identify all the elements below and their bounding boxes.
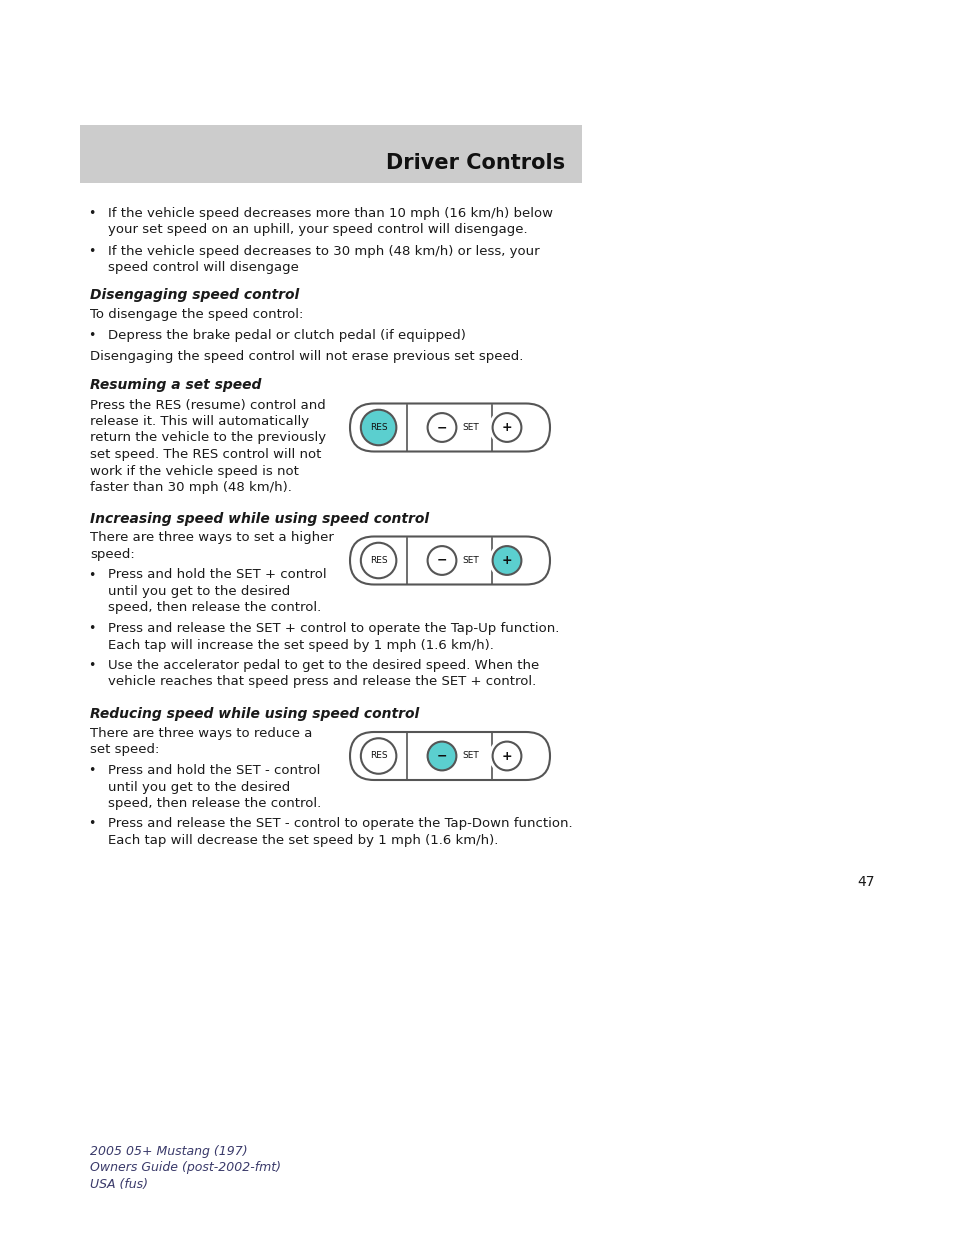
Text: until you get to the desired: until you get to the desired: [108, 585, 290, 598]
Text: faster than 30 mph (48 km/h).: faster than 30 mph (48 km/h).: [90, 480, 292, 494]
Text: RES: RES: [370, 556, 387, 564]
Text: SET: SET: [462, 752, 478, 761]
Circle shape: [423, 409, 460, 446]
Text: Each tap will decrease the set speed by 1 mph (1.6 km/h).: Each tap will decrease the set speed by …: [108, 834, 497, 847]
Text: SET: SET: [462, 424, 478, 432]
Text: Press and release the SET - control to operate the Tap-Down function.: Press and release the SET - control to o…: [108, 818, 572, 830]
FancyBboxPatch shape: [350, 404, 550, 452]
Text: −: −: [436, 555, 447, 567]
Text: Depress the brake pedal or clutch pedal (if equipped): Depress the brake pedal or clutch pedal …: [108, 329, 465, 342]
Text: •: •: [88, 764, 95, 777]
Text: Press and hold the SET - control: Press and hold the SET - control: [108, 764, 320, 777]
Text: •: •: [88, 818, 95, 830]
Text: Each tap will increase the set speed by 1 mph (1.6 km/h).: Each tap will increase the set speed by …: [108, 638, 494, 652]
Text: speed:: speed:: [90, 548, 134, 561]
Text: Resuming a set speed: Resuming a set speed: [90, 378, 261, 393]
Circle shape: [492, 741, 521, 771]
Text: release it. This will automatically: release it. This will automatically: [90, 415, 309, 429]
Text: Owners Guide (post-2002-fmt): Owners Guide (post-2002-fmt): [90, 1161, 281, 1174]
Circle shape: [423, 737, 460, 774]
Text: speed, then release the control.: speed, then release the control.: [108, 601, 321, 615]
Text: +: +: [501, 555, 512, 567]
Text: return the vehicle to the previously: return the vehicle to the previously: [90, 431, 326, 445]
Text: •: •: [88, 245, 95, 258]
Circle shape: [488, 409, 525, 446]
Text: RES: RES: [370, 424, 387, 432]
FancyBboxPatch shape: [80, 125, 581, 183]
Circle shape: [423, 542, 460, 579]
Circle shape: [360, 542, 395, 578]
Text: •: •: [88, 622, 95, 635]
Text: set speed. The RES control will not: set speed. The RES control will not: [90, 448, 321, 461]
Text: Use the accelerator pedal to get to the desired speed. When the: Use the accelerator pedal to get to the …: [108, 659, 538, 672]
Text: 47: 47: [857, 876, 874, 889]
Text: •: •: [88, 568, 95, 582]
Text: 2005 05+ Mustang (197): 2005 05+ Mustang (197): [90, 1145, 248, 1158]
Text: −: −: [436, 421, 447, 433]
Circle shape: [427, 741, 456, 771]
Text: Disengaging speed control: Disengaging speed control: [90, 288, 299, 303]
Text: −: −: [436, 750, 447, 762]
Circle shape: [360, 739, 395, 774]
Text: There are three ways to reduce a: There are three ways to reduce a: [90, 727, 312, 740]
Circle shape: [427, 412, 456, 442]
Text: If the vehicle speed decreases to 30 mph (48 km/h) or less, your: If the vehicle speed decreases to 30 mph…: [108, 245, 539, 258]
Text: If the vehicle speed decreases more than 10 mph (16 km/h) below: If the vehicle speed decreases more than…: [108, 207, 553, 220]
Text: speed, then release the control.: speed, then release the control.: [108, 797, 321, 810]
Text: until you get to the desired: until you get to the desired: [108, 781, 290, 794]
Text: USA (fus): USA (fus): [90, 1178, 148, 1191]
Circle shape: [488, 737, 525, 774]
Circle shape: [488, 542, 525, 579]
Text: Press and release the SET + control to operate the Tap-Up function.: Press and release the SET + control to o…: [108, 622, 558, 635]
Circle shape: [360, 410, 395, 446]
Text: There are three ways to set a higher: There are three ways to set a higher: [90, 531, 334, 545]
Text: •: •: [88, 659, 95, 672]
Text: +: +: [501, 750, 512, 762]
Text: •: •: [88, 329, 95, 342]
FancyBboxPatch shape: [350, 732, 550, 781]
Text: To disengage the speed control:: To disengage the speed control:: [90, 308, 303, 321]
Text: •: •: [88, 207, 95, 220]
Text: Increasing speed while using speed control: Increasing speed while using speed contr…: [90, 511, 429, 526]
Circle shape: [492, 412, 521, 442]
Text: work if the vehicle speed is not: work if the vehicle speed is not: [90, 464, 298, 478]
Circle shape: [427, 546, 456, 576]
Circle shape: [492, 546, 521, 576]
Text: your set speed on an uphill, your speed control will disengage.: your set speed on an uphill, your speed …: [108, 224, 527, 236]
Text: RES: RES: [370, 752, 387, 761]
Text: +: +: [501, 421, 512, 433]
FancyBboxPatch shape: [350, 536, 550, 584]
Text: Reducing speed while using speed control: Reducing speed while using speed control: [90, 706, 418, 721]
Text: Press the RES (resume) control and: Press the RES (resume) control and: [90, 399, 325, 411]
Text: set speed:: set speed:: [90, 743, 159, 757]
Text: vehicle reaches that speed press and release the SET + control.: vehicle reaches that speed press and rel…: [108, 676, 536, 688]
Text: speed control will disengage: speed control will disengage: [108, 262, 298, 274]
Text: Driver Controls: Driver Controls: [385, 153, 564, 173]
Text: Disengaging the speed control will not erase previous set speed.: Disengaging the speed control will not e…: [90, 350, 523, 363]
Text: Press and hold the SET + control: Press and hold the SET + control: [108, 568, 326, 582]
Text: SET: SET: [462, 556, 478, 564]
